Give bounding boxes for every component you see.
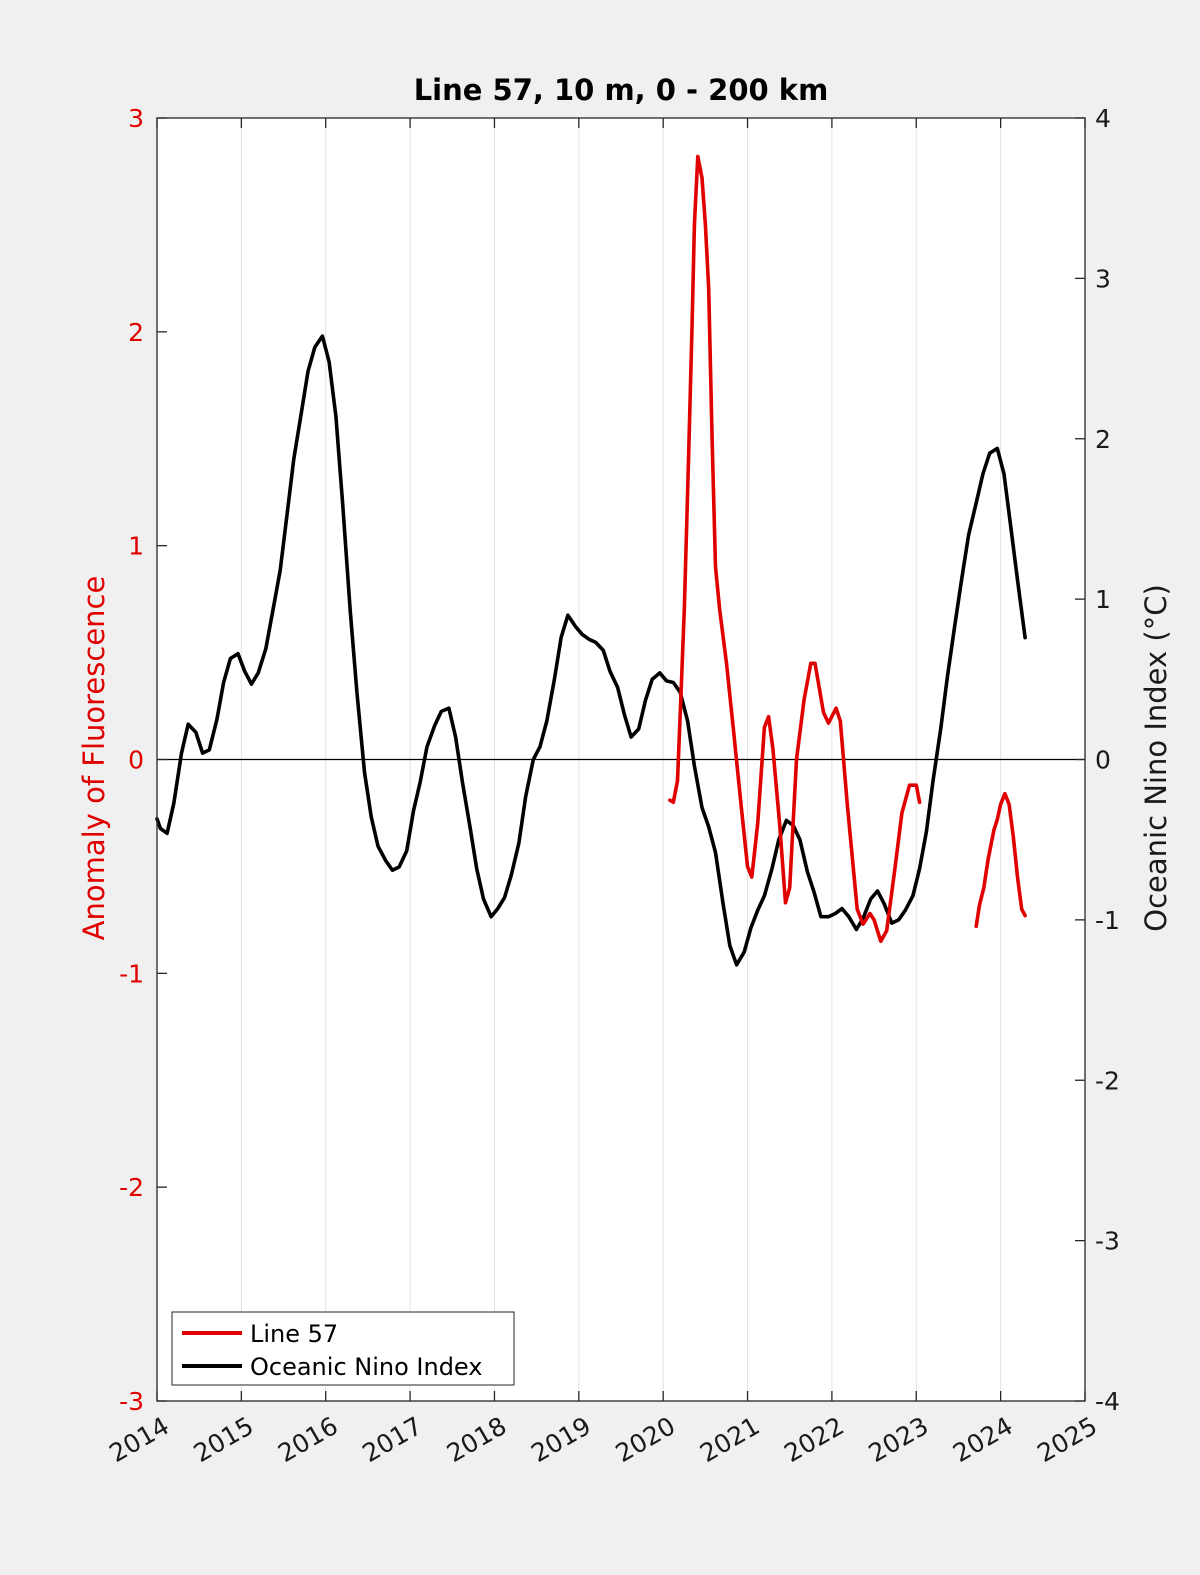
x-tick-label: 2018 [442,1411,512,1468]
series-line-57 [668,154,922,944]
y-right-tick-label: 0 [1095,746,1111,775]
legend-label-oni: Oceanic Nino Index [250,1353,482,1381]
y-left-tick-label: 2 [128,318,144,347]
y-right-tick-label: -2 [1095,1066,1120,1095]
x-tick-label: 2021 [695,1411,765,1468]
x-tick-label: 2017 [357,1411,427,1468]
y-axis-left-label: Anomaly of Fluorescence [77,576,111,941]
y-right-tick-label: -3 [1095,1227,1120,1256]
y-left-tick-label: 3 [128,104,144,133]
series-oceanic-nino-index [155,334,1027,967]
x-tick-label: 2022 [779,1411,849,1468]
x-tick-label: 2025 [1032,1411,1102,1468]
legend-box [171,1311,515,1386]
x-tick-label: 2016 [273,1411,343,1468]
chart-title: Line 57, 10 m, 0 - 200 km [414,73,829,107]
legend: Line 57 Oceanic Nino Index [171,1311,515,1386]
y-right-tick-label: 2 [1095,425,1111,454]
series-line-57 [974,791,1027,929]
y-left-tick-label: 1 [128,532,144,561]
y-left-tick-label: -3 [119,1387,144,1416]
y-right-tick-label: -4 [1095,1387,1120,1416]
y-right-tick-label: 1 [1095,585,1111,614]
legend-label-line57: Line 57 [250,1320,338,1348]
x-tick-label: 2024 [948,1411,1018,1468]
y-right-tick-label: 3 [1095,264,1111,293]
x-tick-label: 2020 [611,1411,681,1468]
x-tick-label: 2023 [864,1411,934,1468]
y-left-tick-label: 0 [128,746,144,775]
series-layer [155,154,1027,967]
y-left-tick-label: -1 [119,959,144,988]
y-axis-right-label: Oceanic Nino Index (°C) [1139,584,1173,932]
y-right-tick-label: 4 [1095,104,1111,133]
x-tick-label: 2015 [189,1411,259,1468]
x-tick-label: 2014 [104,1411,174,1468]
y-left-tick-label: -2 [119,1173,144,1202]
y-right-tick-label: -1 [1095,906,1120,935]
x-tick-label: 2019 [526,1411,596,1468]
